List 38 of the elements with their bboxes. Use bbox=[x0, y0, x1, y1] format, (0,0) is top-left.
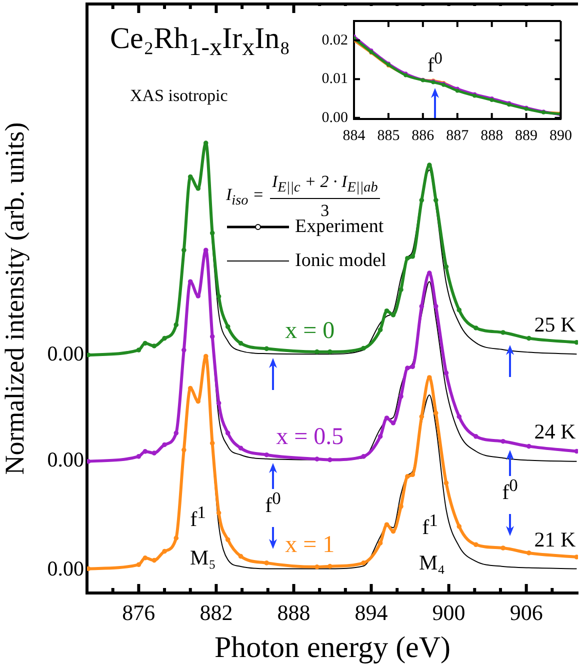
chart-subtitle: XAS isotropic bbox=[130, 86, 228, 106]
text: 0.00 bbox=[47, 556, 84, 580]
annotation: I$_{iso}$ = bbox=[226, 184, 264, 209]
y-tick-label: 0.01 bbox=[322, 71, 348, 88]
x-tick-label: 886 bbox=[412, 128, 435, 144]
x-tick-label: 884 bbox=[342, 128, 366, 144]
series-label: x = 0.5 bbox=[276, 424, 344, 450]
x-tick-label: 887 bbox=[446, 128, 470, 144]
series-label: x = 0 bbox=[285, 318, 335, 344]
x-tick-label: 888 bbox=[277, 600, 310, 625]
x-tick-label: 900 bbox=[432, 600, 466, 625]
annotation: 21 K bbox=[534, 528, 576, 552]
annotation: f$^{0}$ bbox=[265, 488, 281, 517]
annotation: M₅ bbox=[190, 546, 216, 570]
annotation: 25 K bbox=[534, 312, 576, 336]
x-tick-label: 876 bbox=[122, 600, 156, 625]
annotation: M₄ bbox=[419, 550, 445, 574]
x-tick-label: 882 bbox=[200, 600, 233, 625]
annotation: f$^{0}$ bbox=[502, 475, 518, 504]
annotation: Ionic model bbox=[295, 250, 386, 272]
x-tick-label: 890 bbox=[550, 128, 572, 144]
annotation: 24 K bbox=[534, 420, 576, 444]
text: 0.00 bbox=[47, 448, 84, 472]
text: 0.00 bbox=[47, 342, 84, 366]
x-axis-title: Photon energy (eV) bbox=[214, 630, 451, 664]
annotation: I$_{E||c}$ + 2 · I$_{E||ab}$ bbox=[270, 172, 380, 200]
chart-title: Ce₂Rh$_{1-x}$Ir$_{x}$In₈ bbox=[110, 22, 290, 62]
annotation: f$^{1}$ bbox=[190, 502, 206, 531]
x-tick-label: 906 bbox=[510, 600, 543, 625]
y-tick-label: 0.02 bbox=[322, 32, 348, 48]
y-axis-title: Normalized intensity (arb. units) bbox=[0, 122, 30, 475]
x-tick-label: 885 bbox=[377, 128, 400, 144]
series-label: x = 1 bbox=[285, 532, 335, 558]
y-tick-label: 0.00 bbox=[322, 110, 348, 126]
annotation: f$^{1}$ bbox=[422, 510, 438, 539]
x-tick-label: 888 bbox=[480, 128, 504, 144]
x-tick-label: 894 bbox=[354, 600, 388, 625]
x-tick-label: 889 bbox=[515, 128, 538, 144]
